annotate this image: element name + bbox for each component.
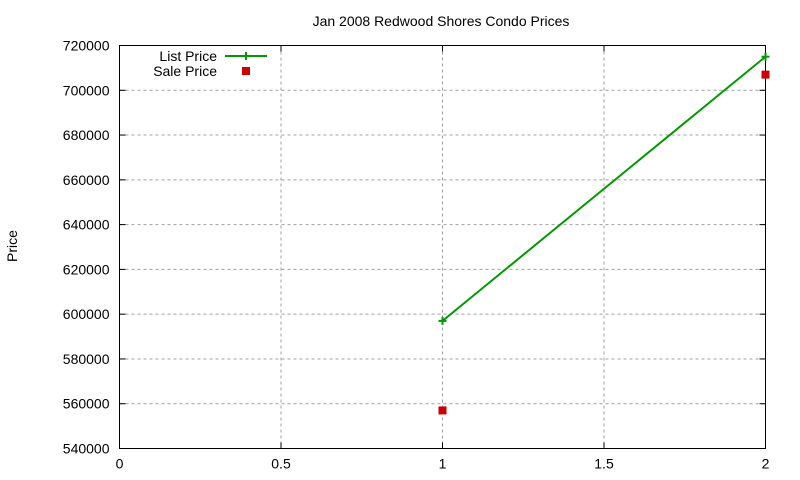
series-sale-price: [438, 70, 770, 415]
data-series: [438, 52, 770, 415]
x-tick-label: 2: [762, 456, 770, 472]
y-tick-label: 660000: [63, 172, 110, 188]
y-tick-label: 540000: [63, 441, 110, 457]
y-tick-label: 620000: [63, 261, 110, 277]
y-tick-label: 720000: [63, 38, 110, 54]
axis-ticks: 0 0.5 1 1.5 2 540000 560000 580000 600000 620000 6…: [63, 38, 770, 472]
x-tick-label: 1.5: [594, 456, 614, 472]
y-tick-label: 600000: [63, 306, 110, 322]
legend-entry: Sale Price: [153, 63, 250, 79]
x-tick-label: 0: [116, 456, 124, 472]
y-tick-label: 640000: [63, 217, 110, 233]
y-tick-label: 700000: [63, 82, 110, 98]
x-tick-label: 1: [439, 456, 447, 472]
grid-lines: [119, 45, 766, 449]
plot-area-border: [119, 45, 766, 449]
y-tick-label: 580000: [63, 351, 110, 367]
y-tick-label: 560000: [63, 396, 110, 412]
chart-title: Jan 2008 Redwood Shores Condo Prices: [313, 13, 570, 29]
series-list-price: [438, 52, 770, 325]
legend-label: Sale Price: [153, 63, 217, 79]
legend-entry: List Price: [159, 48, 267, 64]
y-axis-label: Price: [4, 230, 20, 262]
x-tick-label: 0.5: [271, 456, 291, 472]
y-tick-label: 680000: [63, 127, 110, 143]
legend-label: List Price: [159, 48, 217, 64]
